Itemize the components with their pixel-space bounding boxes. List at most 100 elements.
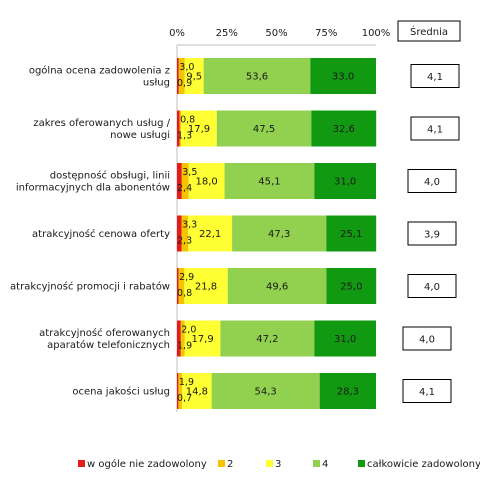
data-label: 3,3 — [182, 220, 197, 231]
category-label: atrakcyjność cenowa oferty — [32, 228, 170, 240]
bar-segment — [220, 320, 315, 357]
data-label: 3,0 — [179, 62, 194, 73]
category-label: atrakcyjność oferowanych — [39, 327, 170, 339]
data-label: 0,8 — [177, 288, 192, 299]
category-label: ogólna ocena zadowolenia z — [29, 65, 170, 77]
data-label: 47,5 — [253, 124, 275, 135]
data-label: 0,9 — [177, 78, 192, 89]
bar-segment — [184, 58, 204, 94]
legend-label: 3 — [275, 459, 281, 470]
bar-segment — [178, 268, 185, 304]
data-label: 47,3 — [268, 229, 290, 240]
data-label: 31,0 — [334, 177, 356, 188]
bar-segment — [181, 215, 189, 252]
bar-segment — [314, 320, 376, 357]
data-label: 3,5 — [182, 167, 197, 178]
bar-segment — [181, 110, 217, 147]
legend-swatch — [358, 460, 365, 467]
x-tick-label: 25% — [216, 28, 238, 39]
average-header: Średnia — [410, 25, 448, 38]
data-label: 53,6 — [246, 72, 268, 83]
bar-segment — [311, 110, 377, 147]
category-label: nowe usługi — [110, 130, 170, 141]
bar-segment — [179, 110, 182, 147]
data-label: 2,0 — [181, 325, 196, 336]
category-label: informacyjnych dla abonentów — [16, 182, 170, 194]
x-tick-label: 50% — [265, 28, 287, 39]
average-box — [410, 64, 460, 88]
bar-segment — [310, 58, 376, 94]
bar-segment — [177, 320, 181, 357]
legend-label: całkowicie zadowolony — [367, 459, 480, 470]
bar-segment — [182, 373, 212, 409]
average-box — [407, 274, 457, 298]
average-value: 3,9 — [424, 230, 440, 241]
average-value: 4,1 — [427, 72, 443, 83]
bar-segment — [177, 215, 182, 252]
data-label: 33,0 — [332, 72, 354, 83]
average-box — [407, 169, 457, 193]
average-value: 4,0 — [424, 177, 440, 188]
legend-swatch — [313, 460, 320, 467]
bar-segment — [184, 268, 228, 304]
bar-segment — [314, 163, 376, 199]
data-label: 49,6 — [266, 282, 288, 293]
bar-segment — [319, 373, 376, 409]
x-tick-label: 0% — [169, 28, 185, 39]
data-label: 32,6 — [333, 124, 355, 135]
average-value: 4,1 — [419, 387, 435, 398]
data-label: 9,5 — [186, 72, 202, 83]
category-label: atrakcyjność promocji i rabatów — [10, 281, 170, 293]
legend-swatch — [218, 460, 225, 467]
bar-segment — [177, 163, 182, 199]
category-label: dostępność obsługi, linii — [50, 170, 170, 182]
legend-swatch — [266, 460, 273, 467]
data-label: 28,3 — [337, 387, 359, 398]
legend-swatch — [78, 460, 85, 467]
data-label: 1,9 — [179, 377, 194, 388]
average-value: 4,0 — [424, 282, 440, 293]
bar-segment — [216, 110, 312, 147]
legend-label: 4 — [322, 459, 328, 470]
bar-segment — [181, 163, 189, 199]
category-label: zakres oferowanych usług / — [33, 118, 170, 129]
data-label: 17,9 — [191, 334, 213, 345]
bar-segment — [177, 268, 179, 304]
bar-segment — [177, 373, 179, 409]
average-box — [410, 116, 460, 141]
x-tick-label: 75% — [315, 28, 337, 39]
bar-segment — [203, 58, 311, 94]
average-box — [402, 379, 452, 403]
data-label: 0,8 — [180, 115, 195, 126]
data-label: 0,7 — [177, 393, 192, 404]
bar-segment — [184, 320, 221, 357]
category-label: usług — [143, 78, 170, 89]
bar-segment — [224, 163, 315, 199]
data-label: 14,8 — [186, 387, 208, 398]
bar-segment — [326, 215, 377, 252]
average-box — [402, 326, 452, 351]
bar-segment — [178, 58, 185, 94]
data-label: 17,9 — [188, 124, 210, 135]
data-label: 18,0 — [196, 177, 218, 188]
data-label: 22,1 — [199, 229, 221, 240]
data-label: 25,1 — [340, 229, 362, 240]
bar-segment — [326, 268, 377, 304]
category-label: ocena jakości usług — [72, 386, 170, 398]
data-label: 31,0 — [334, 334, 356, 345]
x-tick-label: 100% — [362, 28, 391, 39]
data-label: 25,0 — [340, 282, 362, 293]
legend-label: 2 — [227, 459, 233, 470]
bar-segment — [178, 373, 183, 409]
data-label: 54,3 — [255, 387, 277, 398]
data-label: 1,3 — [177, 131, 192, 142]
legend-label: w ogóle nie zadowolony — [87, 458, 207, 470]
average-box — [407, 221, 457, 246]
bar-segment — [188, 215, 233, 252]
bar-segment — [211, 373, 320, 409]
data-label: 47,2 — [256, 334, 278, 345]
bar-segment — [180, 320, 185, 357]
bar-segment — [177, 58, 179, 94]
data-label: 2,9 — [179, 272, 194, 283]
data-label: 2,3 — [177, 236, 192, 247]
